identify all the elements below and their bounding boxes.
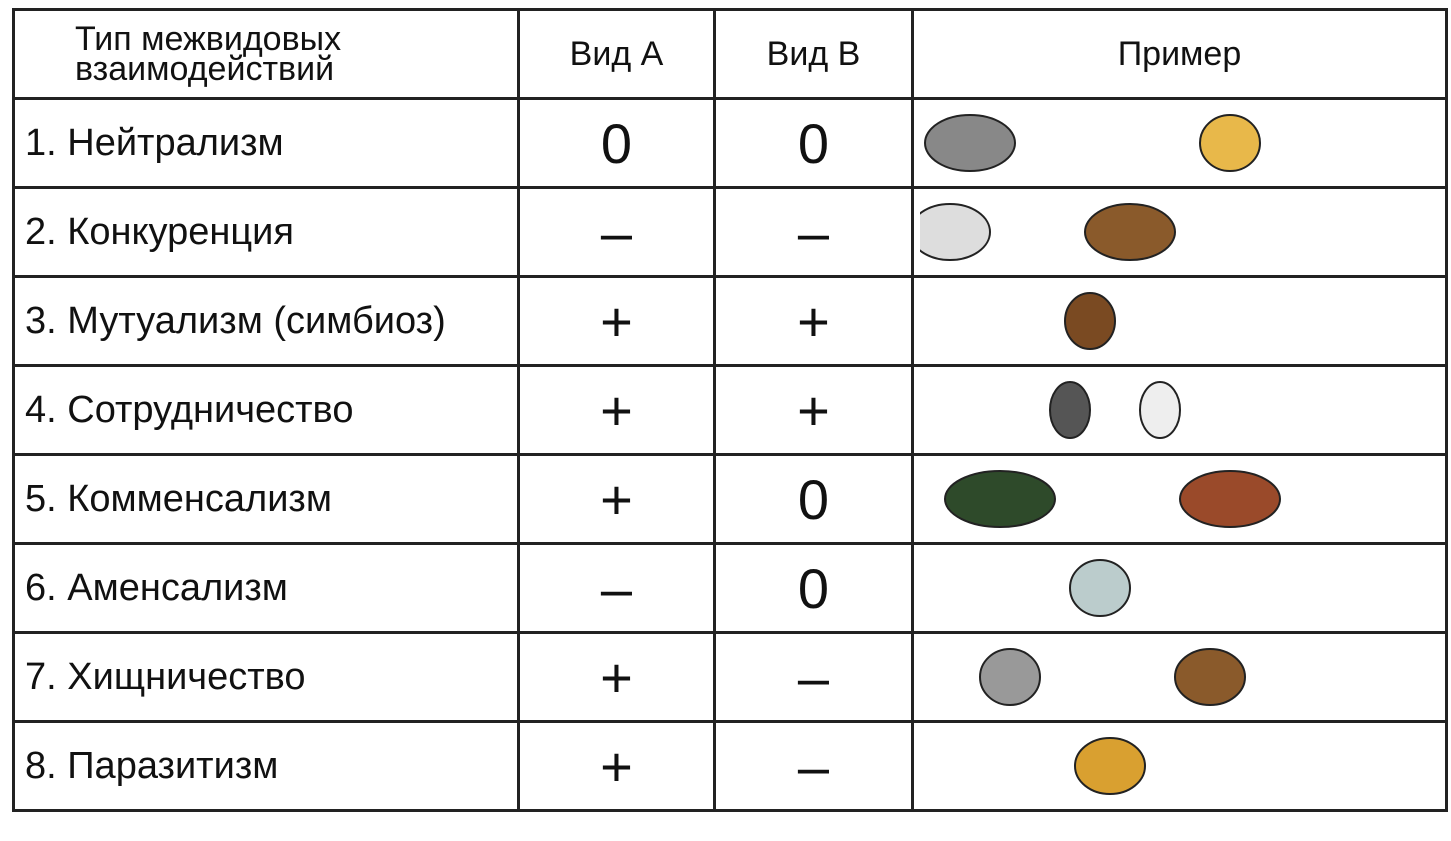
- example-illustration: [1048, 381, 1181, 439]
- example-cell: [911, 631, 1448, 723]
- example-illustration: [978, 648, 1246, 706]
- example-illustration: [919, 203, 1176, 261]
- animal-icon: [1073, 737, 1146, 795]
- sign-cell: +: [517, 275, 716, 367]
- example-illustration: [1063, 292, 1116, 350]
- example-illustration: [1068, 559, 1131, 617]
- animal-icon: [923, 114, 1016, 172]
- interaction-table: Тип межвидовых взаимодействий Вид А Вид …: [12, 8, 1448, 812]
- animal-icon: [1048, 381, 1091, 439]
- animal-icon: [1083, 203, 1176, 261]
- sign-cell: 0: [713, 453, 914, 545]
- example-cell: [911, 720, 1448, 812]
- example-illustration: [923, 114, 1261, 172]
- example-cell: [911, 453, 1448, 545]
- sign-cell: 0: [713, 542, 914, 634]
- table-row: 2. Конкуренция – –: [12, 186, 1448, 278]
- sign-cell: –: [517, 186, 716, 278]
- table-row: 4. Сотрудничество + +: [12, 364, 1448, 456]
- animal-icon: [1068, 559, 1131, 617]
- type-cell: 5. Комменсализм: [12, 453, 520, 545]
- table-row: 5. Комменсализм +0: [12, 453, 1448, 545]
- example-cell: [911, 97, 1448, 189]
- sign-cell: +: [517, 720, 716, 812]
- type-cell: 4. Сотрудничество: [12, 364, 520, 456]
- header-cell: Вид В: [713, 8, 914, 100]
- animal-icon: [1173, 648, 1246, 706]
- sign-cell: –: [517, 542, 716, 634]
- animal-icon: [1178, 470, 1281, 528]
- animal-icon: [1063, 292, 1116, 350]
- type-cell: 1. Нейтрализм: [12, 97, 520, 189]
- animal-icon: [943, 470, 1056, 528]
- sign-cell: +: [713, 364, 914, 456]
- sign-cell: –: [713, 720, 914, 812]
- example-cell: [911, 542, 1448, 634]
- header-row: Тип межвидовых взаимодействий Вид А Вид …: [12, 8, 1448, 100]
- table-row: 1. Нейтрализм 0 0: [12, 97, 1448, 189]
- sign-cell: +: [713, 275, 914, 367]
- type-cell: 8. Паразитизм: [12, 720, 520, 812]
- type-cell: 3. Мутуализм (симбиоз): [12, 275, 520, 367]
- example-cell: [911, 186, 1448, 278]
- example-illustration: [1073, 737, 1146, 795]
- sign-cell: +: [517, 453, 716, 545]
- table-row: 8. Паразитизм + –: [12, 720, 1448, 812]
- table-row: 6. Аменсализм –0: [12, 542, 1448, 634]
- animal-icon: [919, 203, 991, 261]
- type-cell: 6. Аменсализм: [12, 542, 520, 634]
- table-body: 1. Нейтрализм 0 0 2. Конкуренция – –3. Мутуал…: [12, 97, 1448, 812]
- table-row: 3. Мутуализм (симбиоз) + +: [12, 275, 1448, 367]
- type-cell: 7. Хищничество: [12, 631, 520, 723]
- example-illustration: [943, 470, 1281, 528]
- animal-icon: [1198, 114, 1261, 172]
- table-row: 7. Хищничество + –: [12, 631, 1448, 723]
- sign-cell: 0: [713, 97, 914, 189]
- header-cell: Вид А: [517, 8, 716, 100]
- sign-cell: 0: [517, 97, 716, 189]
- header-cell: Тип межвидовых взаимодействий: [12, 8, 520, 100]
- example-cell: [911, 364, 1448, 456]
- animal-icon: [1138, 381, 1181, 439]
- sign-cell: +: [517, 631, 716, 723]
- animal-icon: [978, 648, 1041, 706]
- type-cell: 2. Конкуренция: [12, 186, 520, 278]
- example-cell: [911, 275, 1448, 367]
- sign-cell: +: [517, 364, 716, 456]
- sign-cell: –: [713, 631, 914, 723]
- header-cell: Пример: [911, 8, 1448, 100]
- sign-cell: –: [713, 186, 914, 278]
